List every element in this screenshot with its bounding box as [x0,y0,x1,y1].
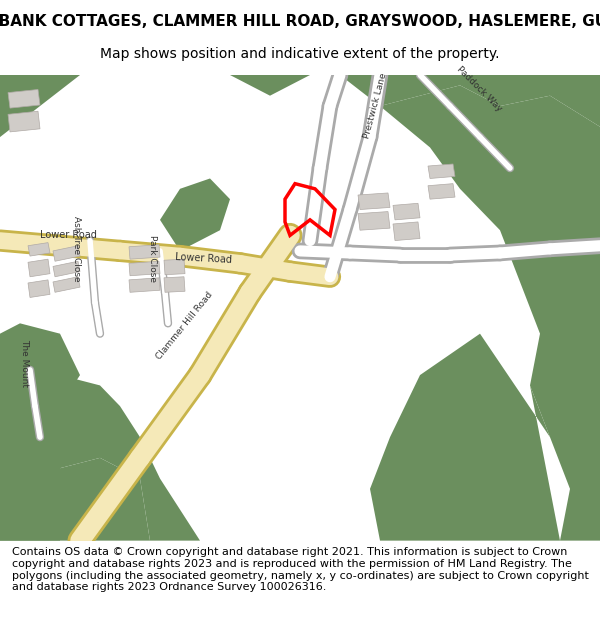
Polygon shape [393,222,420,241]
Polygon shape [230,75,600,127]
Polygon shape [164,259,185,275]
Polygon shape [129,245,160,259]
Polygon shape [8,89,40,108]
Polygon shape [28,242,50,256]
Text: Park Close: Park Close [148,235,157,282]
Polygon shape [160,179,230,251]
Polygon shape [53,277,80,292]
Polygon shape [53,261,80,277]
Polygon shape [28,280,50,298]
Polygon shape [428,164,455,179]
Text: 1, FERNBANK COTTAGES, CLAMMER HILL ROAD, GRAYSWOOD, HASLEMERE, GU27 2DY: 1, FERNBANK COTTAGES, CLAMMER HILL ROAD,… [0,14,600,29]
Text: Paddock Way: Paddock Way [455,64,503,113]
Polygon shape [380,86,600,541]
Text: The Mount: The Mount [20,339,29,388]
Text: Contains OS data © Crown copyright and database right 2021. This information is : Contains OS data © Crown copyright and d… [12,548,589,592]
Polygon shape [428,184,455,199]
Polygon shape [0,458,150,541]
Polygon shape [129,278,160,292]
Polygon shape [28,259,50,277]
Polygon shape [164,277,185,292]
Text: Prestwick Lane: Prestwick Lane [362,71,388,139]
Polygon shape [8,111,40,132]
Polygon shape [129,261,160,276]
Polygon shape [358,193,390,209]
Text: Ash Tree Close: Ash Tree Close [72,216,81,282]
Polygon shape [370,334,560,541]
Text: Clammer Hill Road: Clammer Hill Road [155,291,215,361]
Polygon shape [0,375,200,541]
Polygon shape [0,75,80,137]
Polygon shape [393,203,420,220]
Text: Lower Road: Lower Road [40,231,97,241]
Text: Map shows position and indicative extent of the property.: Map shows position and indicative extent… [100,47,500,61]
Polygon shape [358,212,390,230]
Polygon shape [53,246,80,261]
Text: Lower Road: Lower Road [175,253,232,266]
Polygon shape [0,323,80,437]
